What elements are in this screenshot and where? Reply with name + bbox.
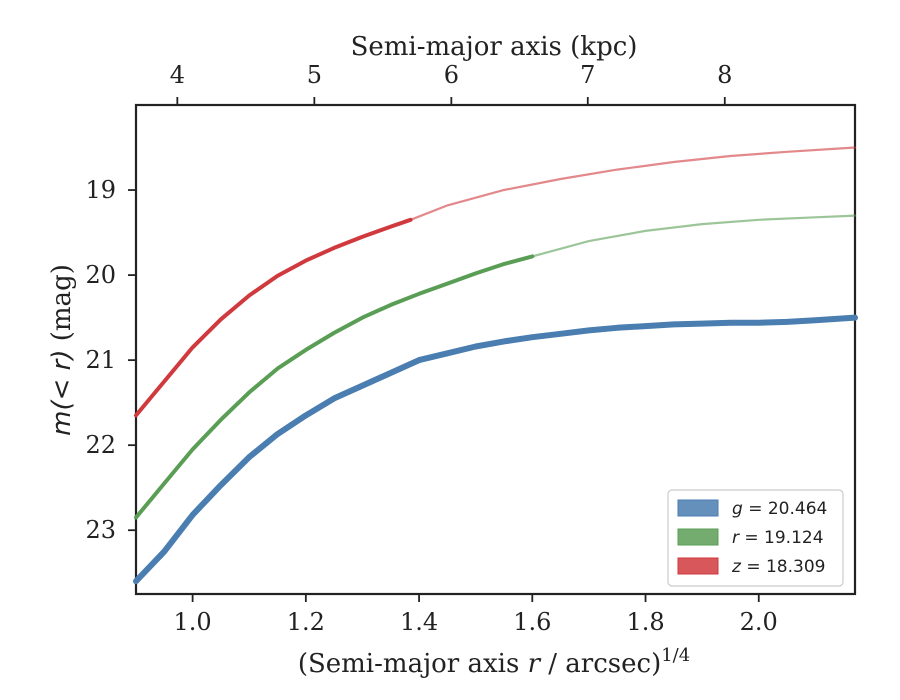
x-tick-label: 2.0 — [740, 608, 778, 636]
y-tick-label: 23 — [85, 516, 116, 544]
top-x-tick-label: 5 — [307, 61, 322, 89]
legend-swatch-g — [677, 499, 719, 517]
x-tick-label: 1.2 — [287, 608, 325, 636]
x-tick-label: 1.6 — [513, 608, 551, 636]
ticks-layer: 1.0 1.2 1.4 1.6 1.8 2.0 19 20 21 22 23 4 5 6 7 8 — [85, 61, 777, 636]
top-x-tick-label: 7 — [580, 61, 595, 89]
top-x-tick-label: 8 — [717, 61, 732, 89]
series-r-line — [134, 254, 535, 520]
legend-label-r: r = 19.124 — [732, 528, 824, 548]
legend-label-g: g = 20.464 — [732, 499, 827, 519]
legend-swatch-r — [677, 528, 719, 546]
y-axis-label: m(< r) (mag) — [47, 264, 77, 436]
y-tick-label: 22 — [85, 431, 116, 459]
x-tick-label: 1.0 — [174, 608, 212, 636]
series-z-line — [134, 217, 413, 418]
legend-swatch-z — [677, 557, 719, 575]
series-r-extrapolated-line — [531, 214, 857, 258]
y-tick-label: 20 — [85, 261, 116, 289]
legend: g = 20.464 r = 19.124 z = 18.309 — [667, 489, 844, 587]
y-tick-label: 21 — [85, 346, 116, 374]
series-z-extrapolated-line — [409, 146, 857, 221]
legend-label-z: z = 18.309 — [731, 557, 825, 577]
x-tick-label: 1.8 — [626, 608, 664, 636]
y-tick-label: 19 — [85, 176, 116, 204]
series-layer — [133, 146, 858, 585]
plot-frame — [134, 103, 857, 596]
top-x-tick-label: 4 — [170, 61, 185, 89]
x-axis-label: (Semi-major axis r / arcsec)1/4 — [298, 645, 690, 679]
top-x-axis-label: Semi-major axis (kpc) — [351, 32, 638, 62]
series-g-line — [133, 314, 858, 585]
top-x-tick-label: 6 — [444, 61, 459, 89]
x-tick-label: 1.4 — [400, 608, 438, 636]
